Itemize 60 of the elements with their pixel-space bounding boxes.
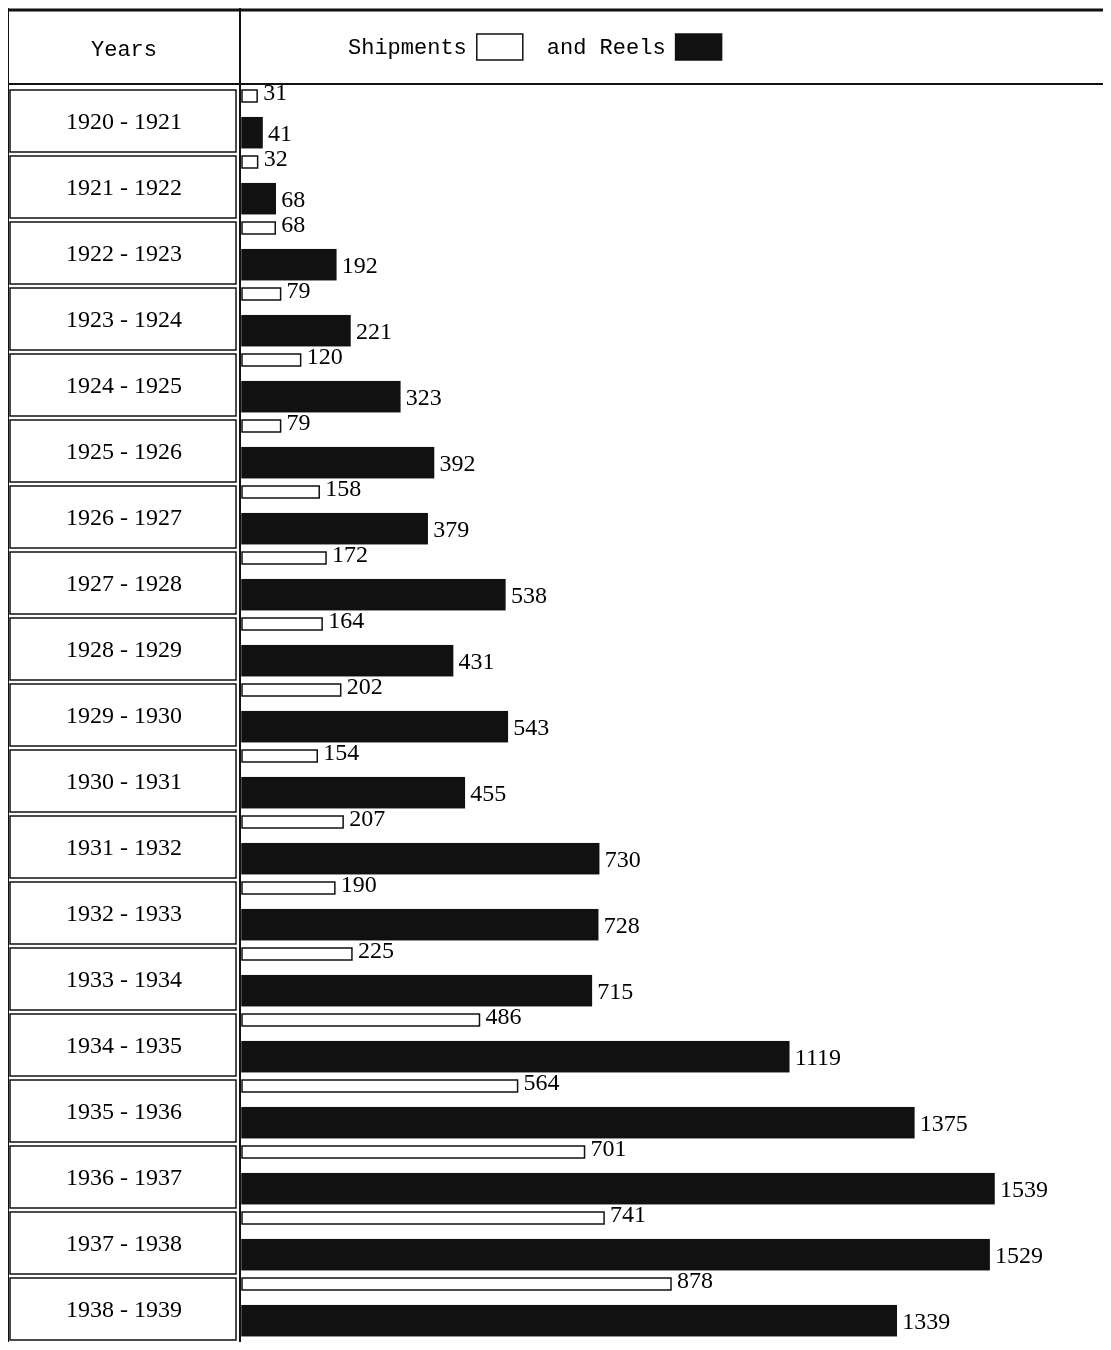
data-label: 392: [439, 449, 476, 476]
data-label: 68: [281, 211, 306, 237]
y-tick-label: 1929 - 1930: [66, 702, 182, 728]
y-tick-label: 1925 - 1926: [66, 438, 182, 464]
data-label: 730: [604, 845, 641, 872]
data-label: 225: [357, 937, 394, 963]
data-label: 190: [340, 871, 377, 897]
y-tick-label: 1927 - 1928: [66, 570, 182, 596]
y-tick-label: 1936 - 1937: [66, 1164, 182, 1190]
y-tick-label: 1920 - 1921: [66, 108, 182, 134]
y-tick-label: 1934 - 1935: [66, 1032, 182, 1058]
data-label: 202: [346, 673, 383, 699]
data-label: 538: [510, 581, 547, 608]
data-label: 455: [470, 779, 507, 806]
data-label: 323: [405, 383, 442, 410]
y-tick-label: 1922 - 1923: [66, 240, 182, 266]
y-tick-label: 1933 - 1934: [66, 966, 182, 992]
data-label: 543: [513, 713, 550, 740]
data-label: 431: [458, 647, 495, 674]
y-tick-label: 1928 - 1929: [66, 636, 182, 662]
y-tick-label: 1937 - 1938: [66, 1230, 182, 1256]
data-label: 741: [610, 1201, 647, 1227]
data-label: 878: [677, 1267, 714, 1293]
y-tick-label: 1931 - 1932: [66, 834, 182, 860]
data-label: 1119: [794, 1043, 841, 1070]
legend-label: Shipments: [348, 36, 467, 61]
data-label: 192: [341, 251, 378, 278]
y-tick-label: 1924 - 1925: [66, 372, 182, 398]
data-label: 486: [485, 1003, 522, 1029]
y-axis-title: Years: [90, 38, 158, 63]
data-label: 41: [268, 119, 293, 146]
data-label: 120: [306, 343, 343, 369]
data-label: 164: [328, 607, 365, 633]
data-label: 1529: [995, 1241, 1044, 1268]
data-label: 221: [355, 317, 392, 344]
data-label: 1375: [919, 1109, 968, 1136]
data-label: 715: [597, 977, 634, 1004]
y-tick-label: 1930 - 1931: [66, 768, 182, 794]
data-label: 31: [263, 79, 288, 105]
data-label: 68: [281, 185, 306, 212]
y-tick-label: 1923 - 1924: [66, 306, 182, 332]
data-label: 1539: [1000, 1175, 1048, 1202]
y-tick-label: 1932 - 1933: [66, 900, 182, 926]
data-label: 154: [323, 739, 360, 765]
data-label: 32: [263, 145, 288, 171]
data-label: 158: [325, 475, 362, 501]
y-tick-label: 1938 - 1939: [66, 1296, 182, 1322]
data-label: 701: [590, 1135, 627, 1161]
data-label: 564: [523, 1069, 560, 1095]
data-label: 207: [349, 805, 386, 831]
y-tick-label: 1926 - 1927: [66, 504, 182, 530]
legend-label: and Reels: [546, 36, 666, 61]
data-label: 379: [433, 515, 470, 542]
y-tick-label: 1935 - 1936: [66, 1098, 182, 1124]
data-label: 172: [332, 541, 369, 567]
data-label: 728: [603, 911, 640, 938]
data-label: 79: [286, 409, 311, 435]
data-label: 1339: [902, 1307, 951, 1334]
y-tick-label: 1921 - 1922: [66, 174, 182, 200]
data-label: 79: [286, 277, 311, 303]
